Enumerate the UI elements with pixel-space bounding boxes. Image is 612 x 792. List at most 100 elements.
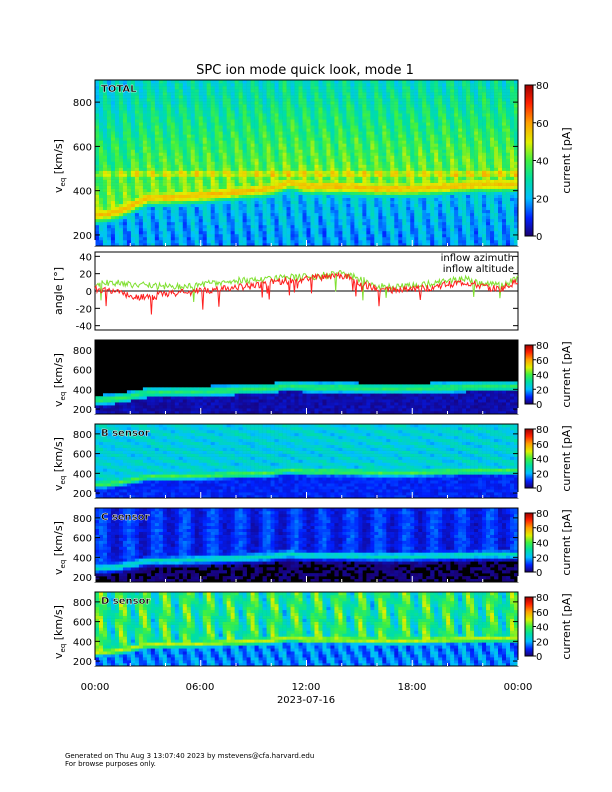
heatmap-cell <box>350 176 355 180</box>
heatmap-cell <box>138 143 144 147</box>
heatmap-cell <box>318 230 323 235</box>
heatmap-cell <box>362 179 367 183</box>
heatmap-cell <box>146 197 152 202</box>
heatmap-cell <box>142 185 148 189</box>
heatmap-cell <box>134 218 140 223</box>
heatmap-cell <box>446 119 451 123</box>
heatmap-cell <box>114 197 120 202</box>
heatmap-cell <box>266 110 271 114</box>
heatmap-cell <box>398 83 403 87</box>
heatmap-cell <box>326 218 331 223</box>
heatmap-cell <box>454 185 459 189</box>
heatmap-cell <box>442 122 447 126</box>
heatmap-cell <box>394 167 399 171</box>
heatmap-cell <box>270 158 275 162</box>
heatmap-cell <box>95 215 100 220</box>
heatmap-cell <box>334 182 339 186</box>
heatmap-cell <box>174 146 180 150</box>
heatmap-cell <box>266 170 271 174</box>
heatmap-cell <box>118 164 124 168</box>
heatmap-cell <box>306 167 311 171</box>
heatmap-cell <box>258 203 263 208</box>
heatmap-cell <box>110 224 116 229</box>
heatmap-cell <box>338 233 343 238</box>
heatmap-cell <box>222 182 227 186</box>
heatmap-cell <box>390 113 395 117</box>
heatmap-cell <box>446 188 451 192</box>
heatmap-cell <box>374 80 379 84</box>
heatmap-cell <box>106 203 112 208</box>
heatmap-cell <box>238 134 243 138</box>
heatmap-cell <box>218 86 223 90</box>
heatmap-cell <box>442 140 447 144</box>
heatmap-cell <box>282 158 287 162</box>
heatmap-cell <box>122 125 128 129</box>
heatmap-cell <box>282 101 287 105</box>
heatmap-cell <box>102 242 108 247</box>
heatmap-cell <box>95 224 100 229</box>
heatmap-cell <box>254 194 259 199</box>
heatmap-cell <box>410 182 415 186</box>
heatmap-cell <box>198 116 204 120</box>
heatmap-cell <box>182 161 188 165</box>
heatmap-cell <box>198 179 204 183</box>
heatmap-cell <box>318 92 323 96</box>
heatmap-cell <box>386 86 391 90</box>
heatmap-cell <box>442 98 447 102</box>
heatmap-cell <box>126 128 132 132</box>
heatmap-cell <box>166 236 172 241</box>
heatmap-cell <box>238 131 243 135</box>
heatmap-cell <box>394 200 399 205</box>
heatmap-cell <box>398 197 403 202</box>
heatmap-cell <box>370 128 375 132</box>
heatmap-cell <box>390 125 395 129</box>
heatmap-cell <box>410 233 415 238</box>
heatmap-cell <box>218 110 223 114</box>
heatmap-cell <box>398 191 403 195</box>
heatmap-cell <box>350 122 355 126</box>
heatmap-cell <box>418 155 423 159</box>
heatmap-cell <box>246 197 251 202</box>
heatmap-cell <box>430 143 435 147</box>
heatmap-cell <box>250 212 255 217</box>
heatmap-cell <box>366 164 371 168</box>
heatmap-cell <box>138 158 144 162</box>
heatmap-cell <box>382 173 387 177</box>
heatmap-cell <box>334 209 339 214</box>
heatmap-cell <box>186 164 192 168</box>
heatmap-cell <box>326 89 331 93</box>
heatmap-cell <box>114 83 120 87</box>
heatmap-cell <box>338 242 343 247</box>
heatmap-cell <box>274 152 279 156</box>
heatmap-cell <box>182 191 188 195</box>
heatmap-cell <box>446 113 451 117</box>
heatmap-cell <box>422 227 427 232</box>
heatmap-cell <box>222 230 227 235</box>
heatmap-cell <box>410 200 415 205</box>
heatmap-cell <box>126 188 132 192</box>
heatmap-cell <box>298 179 303 183</box>
heatmap-cell <box>386 92 391 96</box>
heatmap-cell <box>310 146 315 150</box>
heatmap-cell <box>294 230 299 235</box>
heatmap-cell <box>266 203 271 208</box>
heatmap-cell <box>334 134 339 138</box>
heatmap-cell <box>362 221 367 226</box>
heatmap-cell <box>230 242 235 247</box>
heatmap-cell <box>222 188 227 192</box>
heatmap-cell <box>386 98 391 102</box>
heatmap-cell <box>434 182 439 186</box>
heatmap-cell <box>454 176 459 180</box>
heatmap-cell <box>314 218 319 223</box>
heatmap-cell <box>166 101 172 105</box>
heatmap-cell <box>186 101 192 105</box>
heatmap-cell <box>146 209 152 214</box>
heatmap-cell <box>438 83 443 87</box>
heatmap-cell <box>194 212 200 217</box>
heatmap-cell <box>450 146 455 150</box>
heatmap-cell <box>438 185 443 189</box>
heatmap-cell <box>98 206 104 211</box>
heatmap-cell <box>110 200 116 205</box>
heatmap-cell <box>286 134 291 138</box>
heatmap-cell <box>98 125 104 129</box>
